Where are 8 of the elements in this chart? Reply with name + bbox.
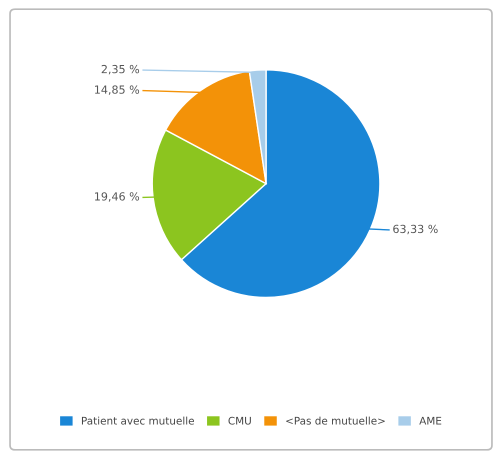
legend-label: Patient avec mutuelle: [82, 416, 194, 425]
data-label: 2,35 %: [102, 64, 140, 74]
data-label: 19,46 %: [95, 192, 140, 202]
legend-label: CMU: [228, 416, 251, 425]
legend-label: <Pas de mutuelle>: [286, 416, 385, 425]
data-label: 14,85 %: [95, 85, 140, 95]
legend-label: AME: [419, 416, 442, 425]
data-label: 63,33 %: [393, 224, 438, 234]
